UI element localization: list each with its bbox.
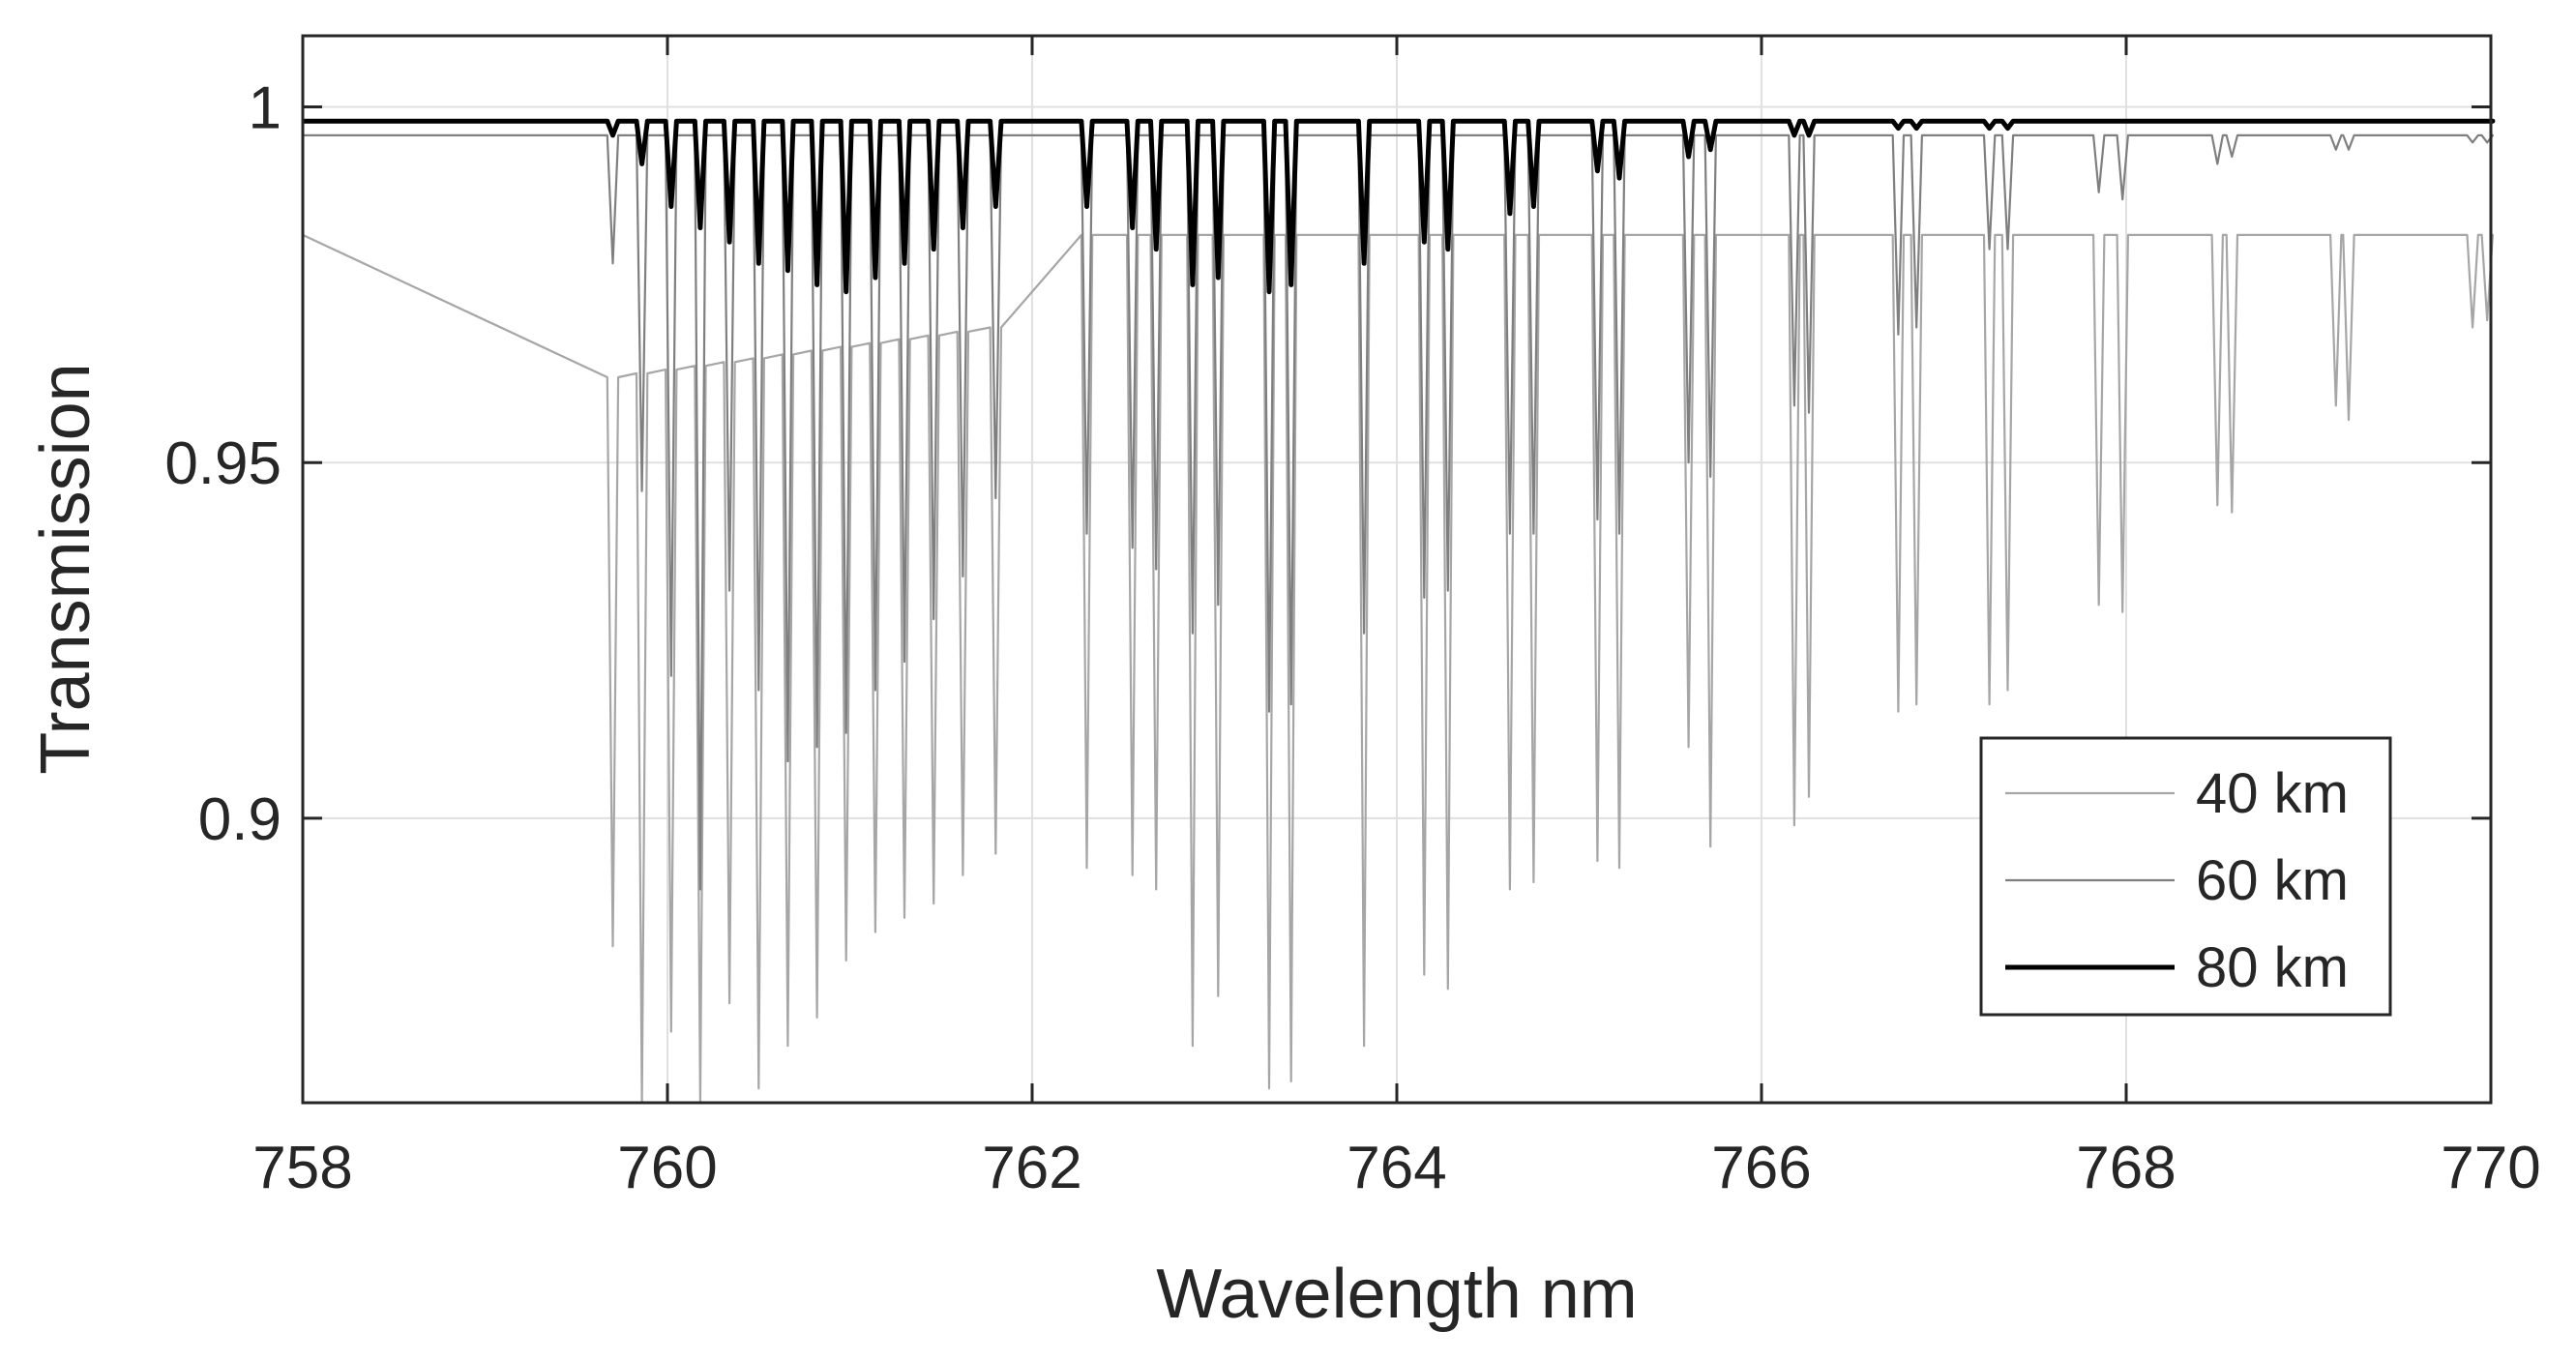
series-line-40-km xyxy=(302,233,2494,1105)
x-tick-label: 770 xyxy=(2441,1135,2540,1201)
x-axis-label: Wavelength nm xyxy=(1156,1256,1638,1333)
x-tick-label: 764 xyxy=(1347,1135,1446,1201)
y-tick-label: 0.9 xyxy=(198,786,281,853)
x-tick-label: 766 xyxy=(1711,1135,1811,1201)
x-tick-label: 768 xyxy=(2076,1135,2176,1201)
y-axis-label: Transmission xyxy=(27,363,104,774)
x-tick-label: 762 xyxy=(982,1135,1081,1201)
x-axis-ticks: 758 760 762 764 766 768 770 xyxy=(252,36,2541,1201)
x-tick-label: 760 xyxy=(617,1135,717,1201)
series-line-60-km xyxy=(303,133,2494,891)
series-line-80-km xyxy=(303,118,2496,295)
legend-label-80-km: 80 km xyxy=(2196,936,2349,999)
y-tick-label: 1 xyxy=(249,75,281,142)
legend-label-60-km: 60 km xyxy=(2196,849,2349,912)
y-axis-ticks: 0.9 0.95 1 xyxy=(164,75,2491,853)
series-group xyxy=(302,118,2496,1105)
x-tick-label: 758 xyxy=(252,1135,352,1201)
legend: 40 km 60 km 80 km xyxy=(1979,736,2392,1017)
y-tick-label: 0.95 xyxy=(164,430,281,497)
legend-label-40-km: 40 km xyxy=(2196,762,2349,825)
